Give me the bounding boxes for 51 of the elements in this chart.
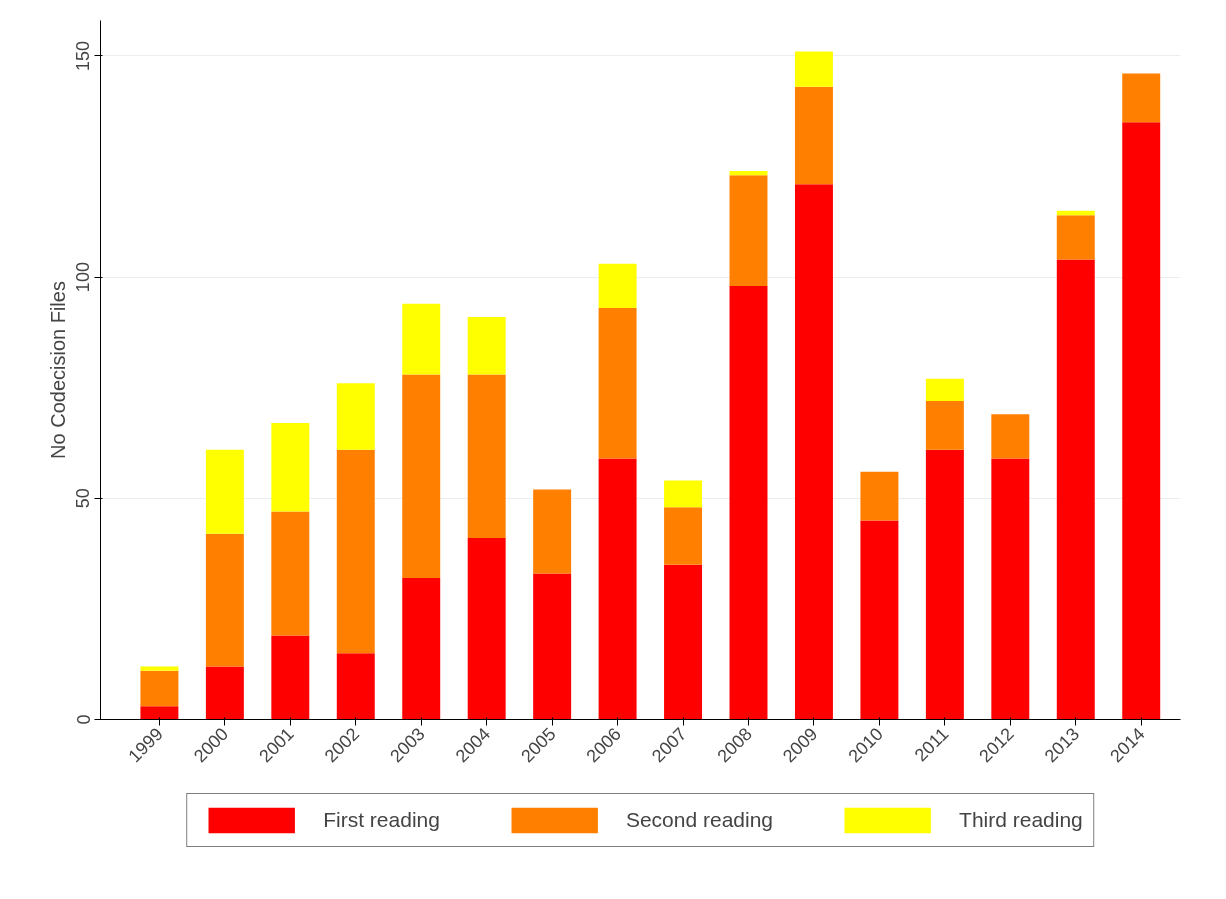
bar: [205, 449, 244, 534]
bar: [794, 86, 833, 185]
y-tick-label: 100: [73, 262, 94, 293]
bar: [402, 577, 441, 720]
bar: [467, 538, 506, 720]
bar: [402, 374, 441, 578]
bar: [598, 458, 637, 720]
bar: [533, 573, 572, 720]
y-tick-label: 50: [73, 488, 94, 509]
bar: [729, 285, 768, 720]
y-tick-label: 150: [73, 40, 94, 71]
bar: [664, 507, 703, 565]
bar: [140, 706, 179, 720]
y-tick-label: 0: [73, 714, 94, 725]
bar: [1122, 122, 1161, 720]
bar: [271, 635, 310, 720]
bar: [402, 303, 441, 375]
bar: [1056, 210, 1095, 216]
bar: [140, 666, 179, 671]
bar: [205, 666, 244, 720]
bar: [336, 449, 375, 654]
bar: [794, 51, 833, 87]
y-axis-title: No Codecision Files: [46, 281, 69, 459]
legend-label: Second reading: [625, 808, 774, 832]
bar: [336, 383, 375, 450]
bar: [925, 449, 964, 720]
bar: [860, 471, 899, 521]
bar: [860, 520, 899, 720]
bar: [1056, 215, 1095, 260]
bar: [1056, 259, 1095, 720]
bar: [991, 414, 1030, 459]
bar: [598, 308, 637, 459]
bar: [991, 458, 1030, 720]
bar: [598, 263, 637, 309]
bar: [533, 489, 572, 574]
bar: [336, 653, 375, 720]
bar: [467, 316, 506, 375]
bar: [664, 564, 703, 720]
bar: [271, 511, 310, 636]
bar: [729, 175, 768, 286]
bar: [205, 533, 244, 667]
bar: [925, 400, 964, 450]
bar: [467, 374, 506, 539]
bar: [140, 670, 179, 707]
bar: [794, 184, 833, 720]
bar: [1122, 73, 1161, 123]
bar: [925, 378, 964, 401]
bar: [664, 480, 703, 508]
legend-label: First reading: [323, 808, 440, 832]
bar: [271, 423, 310, 512]
legend-label: Third reading: [959, 808, 1083, 832]
